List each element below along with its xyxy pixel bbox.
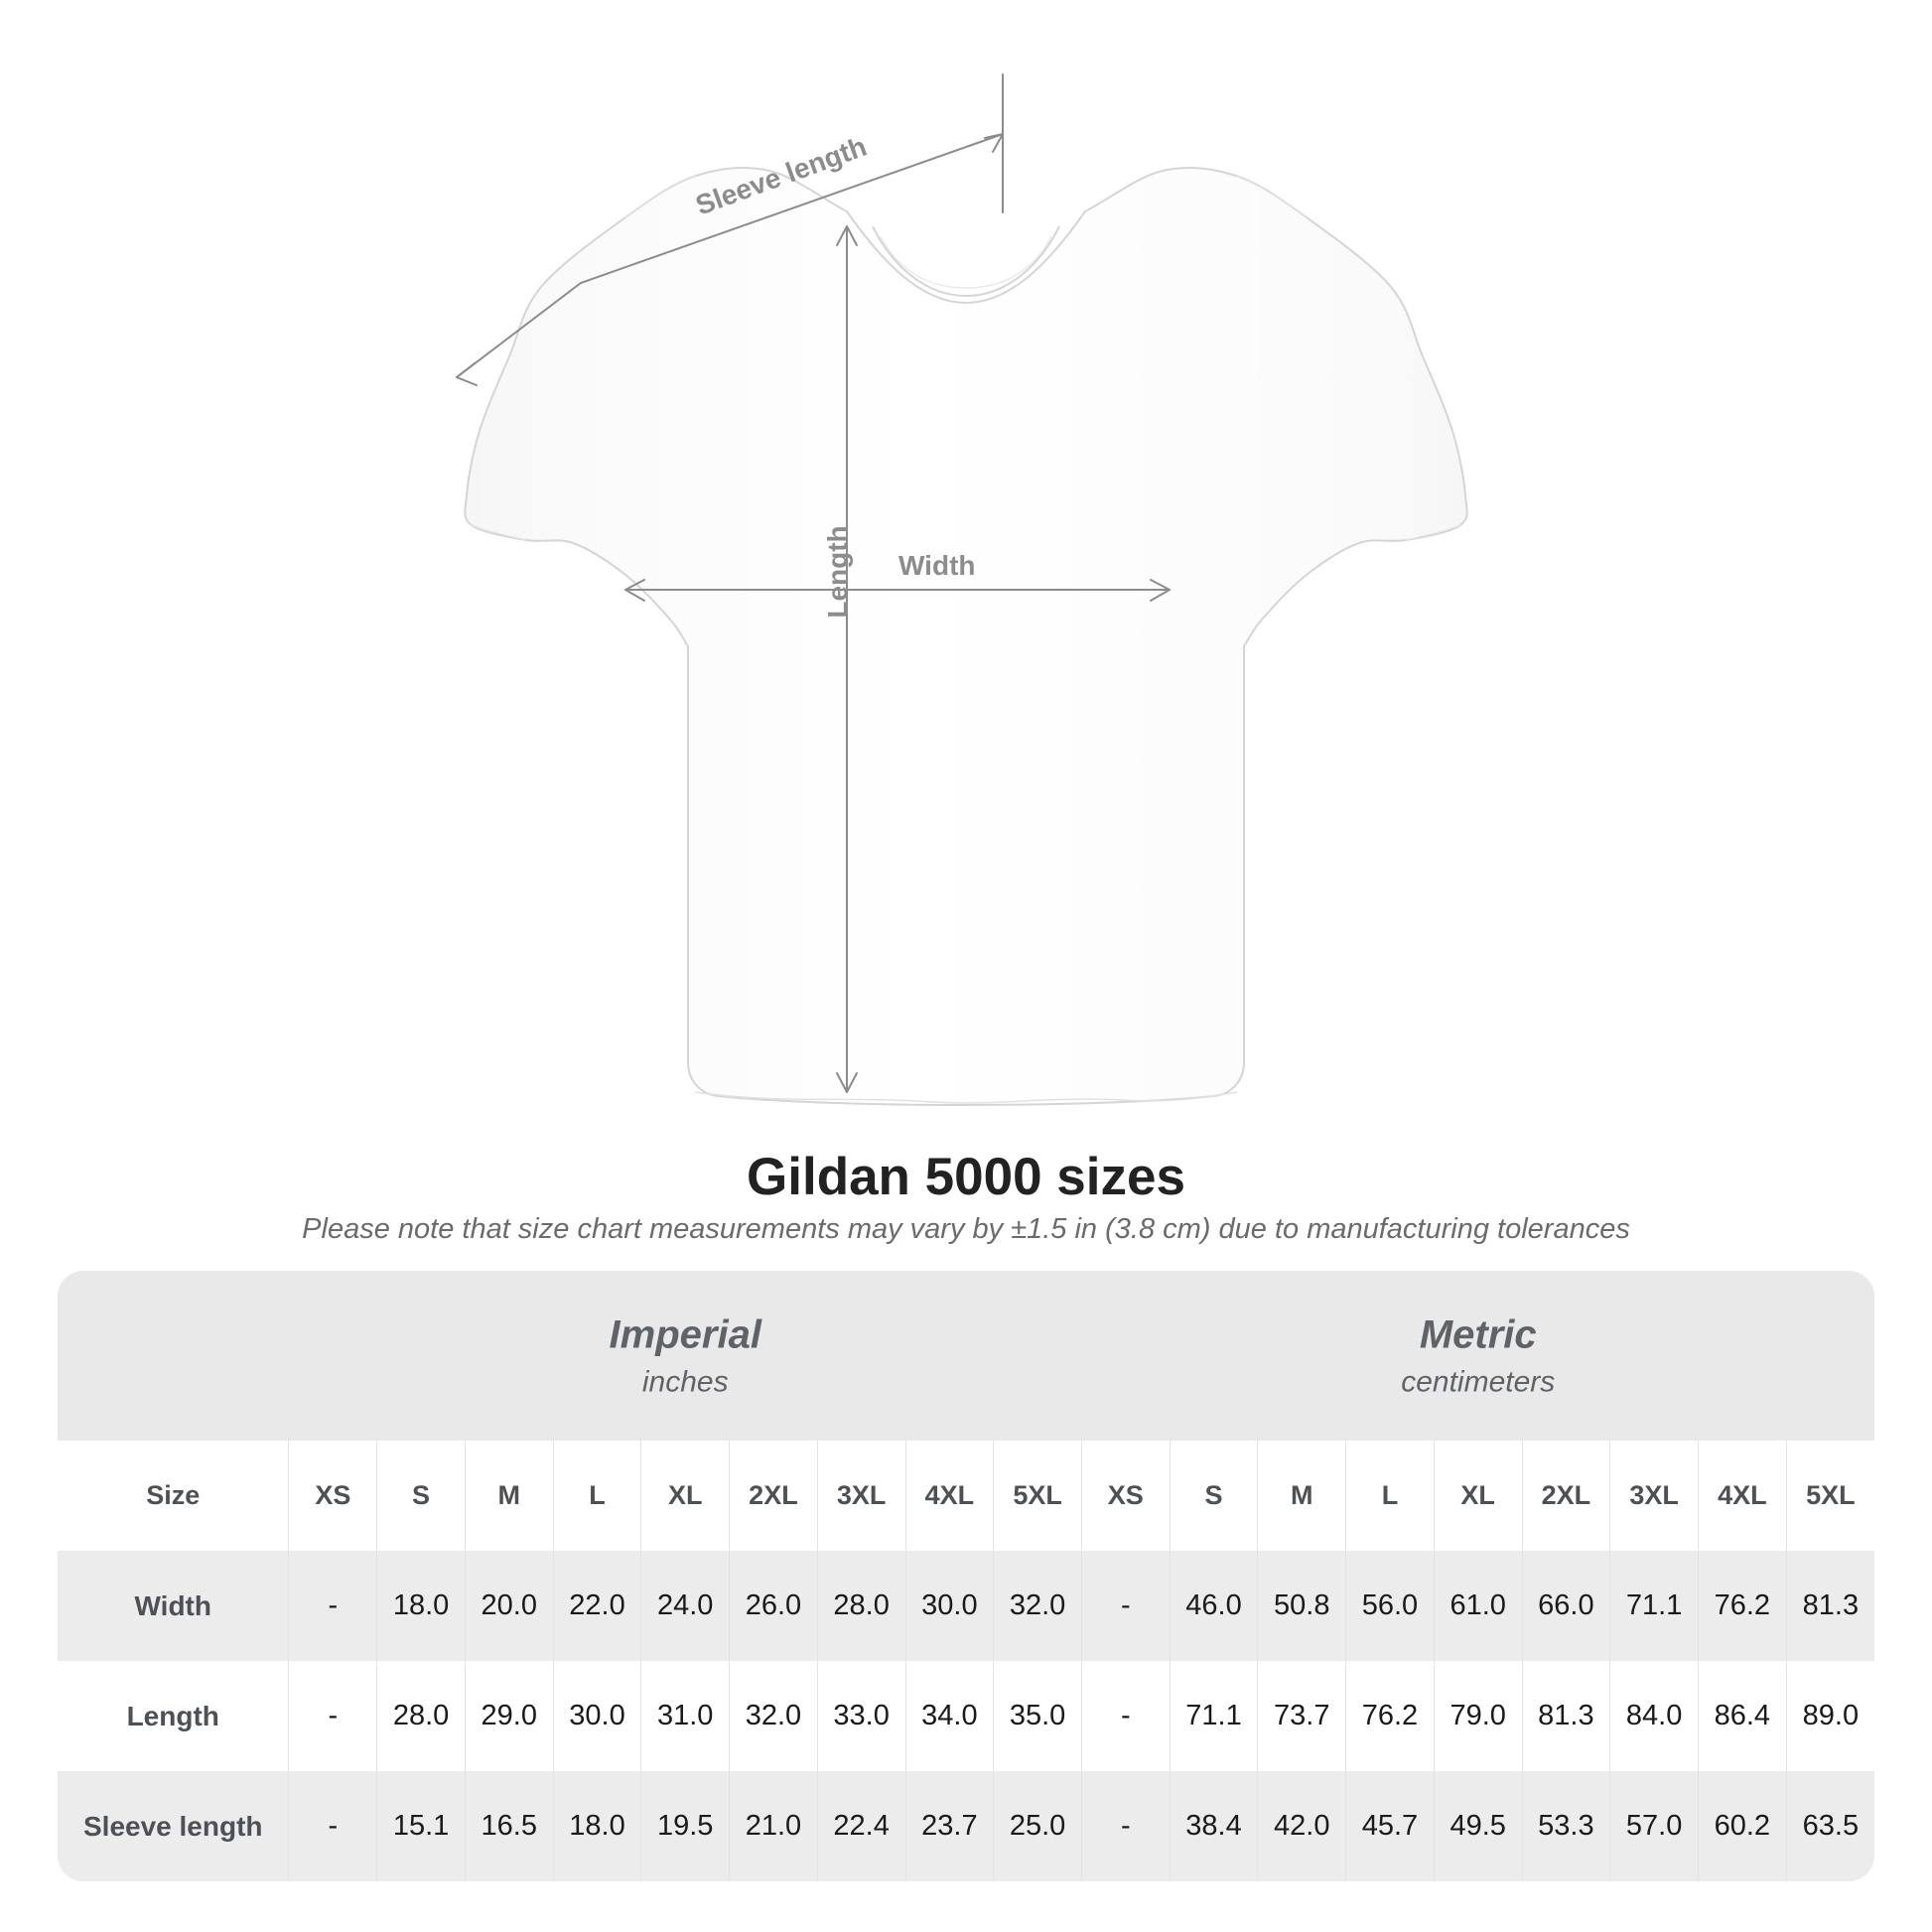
svg-text:Width: Width	[898, 550, 976, 581]
svg-text:Length: Length	[822, 525, 853, 618]
